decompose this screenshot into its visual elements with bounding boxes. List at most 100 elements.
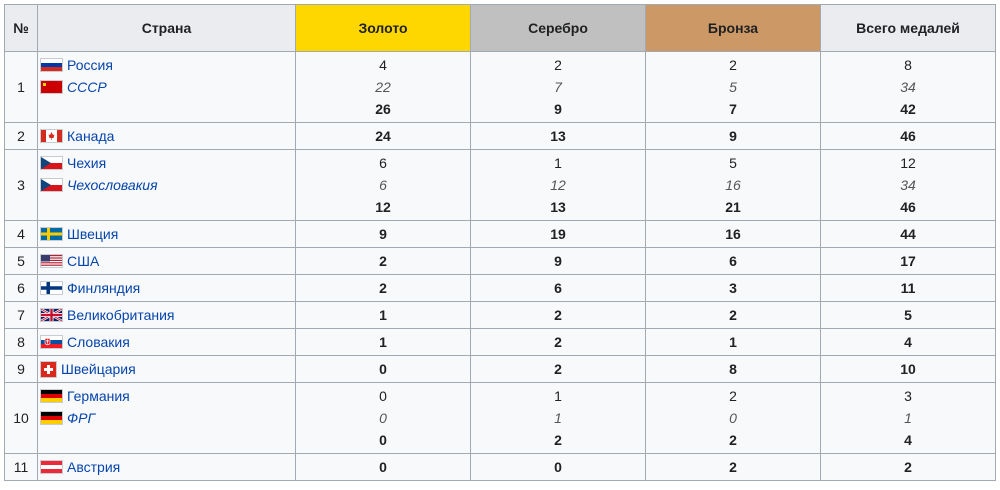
country-link[interactable]: Россия	[67, 57, 113, 73]
silver-value: 2	[554, 361, 562, 377]
gold-cell: 6 6 12	[295, 149, 471, 221]
gold-value: 26	[375, 101, 391, 117]
header-rank[interactable]: №	[4, 4, 38, 52]
country-link[interactable]: Великобритания	[67, 307, 175, 323]
total-value: 4	[904, 334, 912, 350]
country-entry: Чехословакия	[40, 174, 295, 196]
bronze-cell: 16	[645, 220, 821, 248]
rank-cell: 10	[4, 382, 38, 454]
medal-table: № Страна Золото Серебро Бронза Всего мед…	[4, 4, 996, 481]
russia-flag-icon	[40, 58, 63, 72]
country-entry: Швейцария	[40, 358, 295, 380]
table-row: 1 Россия СССР 4 22 26 2 7 9 2 5 7 8 34 42	[4, 51, 996, 123]
austria-flag-icon	[40, 460, 63, 474]
gold-value: 2	[379, 253, 387, 269]
bronze-value: 2	[729, 57, 737, 73]
country-link[interactable]: Словакия	[67, 334, 130, 350]
total-cell: 2	[820, 453, 996, 481]
table-row: 7 Великобритания 1 2 2 5	[4, 301, 996, 329]
country-link[interactable]: Швеция	[67, 226, 119, 242]
country-link[interactable]: Австрия	[67, 459, 121, 475]
silver-value: 2	[554, 57, 562, 73]
total-value: 8	[904, 57, 912, 73]
total-value: 11	[900, 280, 916, 296]
table-row: 4 Швеция 9 19 16 44	[4, 220, 996, 248]
gold-value: 12	[375, 199, 391, 215]
bronze-value: 16	[725, 226, 741, 242]
total-cell: 46	[820, 122, 996, 150]
country-link[interactable]: Чехословакия	[67, 177, 158, 193]
country-link[interactable]: Канада	[67, 128, 115, 144]
header-total[interactable]: Всего медалей	[820, 4, 996, 52]
bronze-value: 2	[729, 459, 737, 475]
total-value: 46	[900, 128, 916, 144]
gold-cell: 0 0 0	[295, 382, 471, 454]
silver-cell: 1 12 13	[470, 149, 646, 221]
silver-value: 1	[554, 388, 562, 404]
total-cell: 44	[820, 220, 996, 248]
header-silver[interactable]: Серебро	[470, 4, 646, 52]
gold-value: 1	[379, 334, 387, 350]
silver-cell: 6	[470, 274, 646, 302]
bronze-value: 2	[729, 388, 737, 404]
country-cell: Финляндия	[37, 274, 296, 302]
bronze-value: 9	[729, 128, 737, 144]
country-entry: Словакия	[40, 331, 295, 353]
table-row: 3 Чехия Чехословакия 6 6 12 1 12 13 5 16 21 12 34 46	[4, 149, 996, 221]
silver-cell: 2	[470, 355, 646, 383]
country-cell: Канада	[37, 122, 296, 150]
country-entry: Чехия	[40, 152, 295, 174]
total-value: 3	[904, 388, 912, 404]
silver-value: 13	[550, 128, 566, 144]
gold-cell: 2	[295, 274, 471, 302]
silver-value: 1	[554, 410, 562, 426]
bronze-cell: 8	[645, 355, 821, 383]
rank-cell: 5	[4, 247, 38, 275]
silver-value: 6	[554, 280, 562, 296]
czechoslovakia-flag-icon	[40, 178, 63, 192]
country-link[interactable]: Германия	[67, 388, 130, 404]
silver-value: 2	[554, 432, 562, 448]
country-entry: Великобритания	[40, 304, 295, 326]
country-link[interactable]: Швейцария	[61, 361, 136, 377]
country-link[interactable]: Финляндия	[67, 280, 141, 296]
silver-value: 2	[554, 307, 562, 323]
total-value: 5	[904, 307, 912, 323]
total-cell: 5	[820, 301, 996, 329]
total-value: 44	[900, 226, 916, 242]
country-link[interactable]: ФРГ	[67, 410, 96, 426]
header-row: № Страна Золото Серебро Бронза Всего мед…	[4, 4, 996, 52]
bronze-value: 1	[729, 334, 737, 350]
gold-value: 1	[379, 307, 387, 323]
header-bronze[interactable]: Бронза	[645, 4, 821, 52]
country-entry: СССР	[40, 76, 295, 98]
country-entry: Швеция	[40, 223, 295, 245]
country-link[interactable]: Чехия	[67, 155, 107, 171]
gold-value: 22	[375, 79, 391, 95]
header-country[interactable]: Страна	[37, 4, 296, 52]
silver-value: 0	[554, 459, 562, 475]
silver-value: 13	[550, 199, 566, 215]
czech-flag-icon	[40, 156, 63, 170]
total-value: 46	[900, 199, 916, 215]
gold-value: 0	[379, 432, 387, 448]
silver-cell: 2 7 9	[470, 51, 646, 123]
silver-cell: 19	[470, 220, 646, 248]
sweden-flag-icon	[40, 227, 63, 241]
total-cell: 12 34 46	[820, 149, 996, 221]
slovakia-flag-icon	[40, 335, 63, 349]
silver-value: 9	[554, 253, 562, 269]
country-link[interactable]: США	[67, 253, 100, 269]
header-gold[interactable]: Золото	[295, 4, 471, 52]
bronze-cell: 2	[645, 301, 821, 329]
bronze-value: 8	[729, 361, 737, 377]
country-link[interactable]: СССР	[67, 79, 107, 95]
silver-value: 12	[550, 177, 566, 193]
country-cell: Швеция	[37, 220, 296, 248]
gold-cell: 1	[295, 301, 471, 329]
bronze-cell: 2 0 2	[645, 382, 821, 454]
total-value: 12	[900, 155, 916, 171]
germany-flag-icon	[40, 389, 63, 403]
silver-value: 1	[554, 155, 562, 171]
finland-flag-icon	[40, 281, 63, 295]
